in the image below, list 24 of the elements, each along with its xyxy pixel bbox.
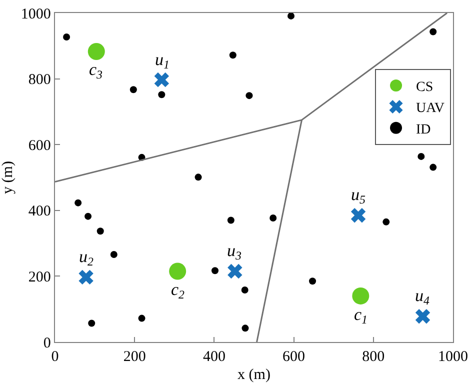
x-tick-label: 800 [362, 349, 385, 366]
x-tick-label: 1000 [438, 349, 468, 366]
x-tick-label: 200 [123, 349, 146, 366]
annotation: c$_{2}$ [171, 280, 185, 302]
y-tick-label: 800 [28, 72, 51, 88]
y-tick-label: 400 [28, 204, 51, 220]
legend-label: CS [416, 80, 434, 95]
y-tick-label: 200 [28, 269, 51, 286]
annotation: u$_{3}$ [227, 241, 242, 263]
y-tick-label: 1000 [20, 6, 51, 22]
legend-label: UAV [416, 101, 445, 116]
x-axis-title: x (m) [238, 367, 270, 384]
annotation: u$_{5}$ [351, 185, 366, 207]
legend-label: ID [416, 122, 431, 138]
x-tick-label: 600 [282, 349, 306, 366]
y-axis-title: y (m) [0, 161, 16, 194]
y-tick-label: 0 [43, 335, 51, 352]
annotation: u$_{2}$ [79, 247, 94, 269]
annotation: c$_{1}$ [354, 305, 368, 327]
annotation: u$_{1}$ [155, 50, 170, 72]
x-tick-label: 400 [202, 349, 226, 366]
y-tick-label: 600 [28, 138, 51, 154]
annotation: c$_{3}$ [89, 60, 103, 82]
annotation: u$_{4}$ [415, 286, 430, 308]
